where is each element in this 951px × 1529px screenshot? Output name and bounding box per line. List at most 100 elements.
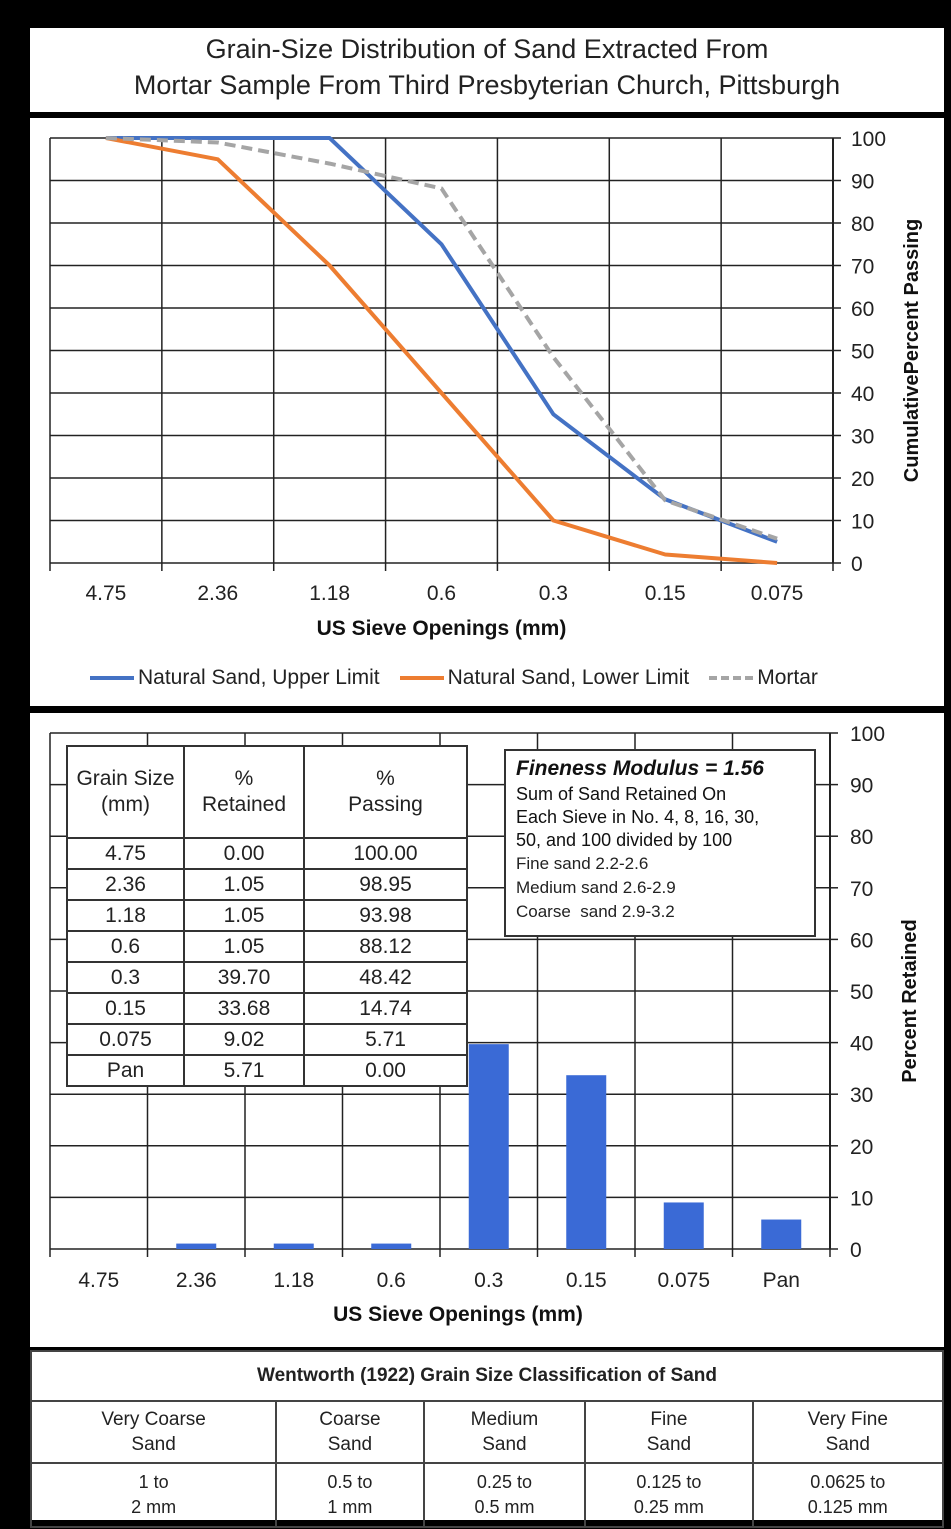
cell-retained: 1.05 (183, 899, 305, 932)
fineness-modulus-box: Fineness Modulus = 1.56 Sum of Sand Reta… (504, 749, 816, 937)
legend-swatch-mortar (709, 676, 754, 680)
table-row: 0.3 39.70 48.42 (66, 961, 468, 994)
line-legend: Natural Sand, Upper Limit Natural Sand, … (90, 666, 838, 690)
title-line-1: Grain-Size Distribution of Sand Extracte… (205, 34, 769, 64)
bar (273, 1243, 314, 1249)
y-tick-label: 70 (851, 256, 874, 279)
cell-retained: 0.00 (183, 837, 305, 870)
x-tick-label: 0.6 (427, 582, 456, 605)
table-row: 0.075 9.02 5.71 (66, 1023, 468, 1056)
fineness-heading: Fineness Modulus = 1.56 (516, 757, 764, 780)
y-tick-label: 60 (851, 298, 874, 321)
y-tick-label: 90 (851, 171, 874, 194)
x-tick-label: 0.15 (645, 582, 686, 605)
wentworth-classification: Wentworth (1922) Grain Size Classificati… (29, 1350, 945, 1528)
classification-table: Wentworth (1922) Grain Size Classificati… (29, 1350, 945, 1528)
cell-passing: 100.00 (303, 837, 468, 870)
y-axis-label: Percent Retained (899, 919, 921, 1082)
x-tick-label: 1.18 (273, 1269, 314, 1292)
bar (761, 1219, 802, 1249)
class-range-coarse: 0.5 to 1 mm (275, 1462, 425, 1528)
x-tick-label: 2.36 (197, 582, 238, 605)
y-tick-label: 30 (850, 1084, 873, 1107)
cell-size: 0.3 (66, 961, 185, 994)
y-tick-label: 20 (850, 1136, 873, 1159)
cell-size: 0.075 (66, 1023, 185, 1056)
legend-label-upper: Natural Sand, Upper Limit (138, 666, 380, 689)
class-name-medium: Medium Sand (422, 1400, 587, 1464)
y-tick-label: 50 (851, 341, 874, 364)
title-line-2: Mortar Sample From Third Presbyterian Ch… (133, 70, 841, 100)
cell-passing: 93.98 (303, 899, 468, 932)
y-tick-label: 0 (850, 1239, 862, 1262)
cell-passing: 14.74 (303, 992, 468, 1025)
legend-item-lower: Natural Sand, Lower Limit (399, 666, 690, 690)
y-tick-label: 20 (851, 468, 874, 491)
table-row: 1.18 1.05 93.98 (66, 899, 468, 932)
legend-item-mortar: Mortar (709, 666, 818, 690)
legend-item-upper: Natural Sand, Upper Limit (90, 666, 380, 690)
table-row: Pan 5.71 0.00 (66, 1054, 468, 1087)
x-axis-label: US Sieve Openings (mm) (333, 1303, 583, 1326)
legend-label-lower: Natural Sand, Lower Limit (447, 666, 690, 689)
y-tick-label: 80 (851, 213, 874, 236)
cell-passing: 48.42 (303, 961, 468, 994)
series-mortar (105, 136, 778, 541)
y-tick-label: 100 (851, 128, 886, 151)
cell-passing: 88.12 (303, 930, 468, 963)
fineness-medium: Medium sand 2.6-2.9 (516, 878, 676, 897)
y-tick-label: 70 (850, 878, 873, 901)
cell-size: 4.75 (66, 837, 185, 870)
bar (663, 1202, 704, 1249)
x-tick-label: 0.3 (474, 1269, 503, 1292)
y-tick-label: 50 (850, 981, 873, 1004)
y-tick-label: 40 (850, 1033, 873, 1056)
cell-passing: 5.71 (303, 1023, 468, 1056)
fineness-line-3: 50, and 100 divided by 100 (516, 830, 733, 850)
cell-passing: 0.00 (303, 1054, 468, 1087)
class-name-very-coarse: Very Coarse Sand (29, 1400, 278, 1464)
class-name-fine: Fine Sand (584, 1400, 754, 1464)
x-tick-label: Pan (763, 1269, 800, 1292)
y-tick-label: 40 (851, 383, 874, 406)
cell-size: Pan (66, 1054, 185, 1087)
table-row: 0.6 1.05 88.12 (66, 930, 468, 963)
y-tick-label: 10 (851, 511, 874, 534)
fineness-line-2: Each Sieve in No. 4, 8, 16, 30, (516, 807, 760, 827)
x-tick-label: 4.75 (85, 582, 126, 605)
sieve-data-table: Grain Size (mm) % Retained % Passing 4.75 0.… (66, 745, 468, 1087)
cumulative-passing-chart: 0 10 20 30 40 50 60 70 80 90 100 4.75 2.36 1.18 0.6 0.3… (30, 118, 944, 706)
fineness-line-1: Sum of Sand Retained On (516, 784, 727, 804)
percent-retained-chart: 0 10 20 30 40 50 60 70 80 90 100 4.75 2.36 1.18 0.6 0.3… (30, 713, 944, 1347)
bar (566, 1075, 607, 1249)
series-upper-limit (105, 136, 778, 544)
cell-retained: 39.70 (183, 961, 305, 994)
bar (371, 1243, 412, 1249)
table-row: 4.75 0.00 100.00 (66, 837, 468, 870)
class-range-very-coarse: 1 to 2 mm (29, 1462, 278, 1528)
y-tick-label: 10 (850, 1187, 873, 1210)
bar (468, 1044, 509, 1249)
class-name-coarse: Coarse Sand (275, 1400, 425, 1464)
y-tick-label: 60 (850, 929, 873, 952)
y-tick-label: 100 (850, 723, 885, 746)
header-grain-size: Grain Size (mm) (66, 745, 185, 839)
legend-swatch-lower (399, 676, 444, 680)
x-tick-label: 0.075 (751, 582, 804, 605)
bar (176, 1243, 217, 1249)
x-tick-label: 0.15 (566, 1269, 607, 1292)
x-tick-label: 4.75 (78, 1269, 119, 1292)
fineness-coarse: Coarse sand 2.9-3.2 (516, 902, 675, 921)
table-header-row: Grain Size (mm) % Retained % Passing (66, 745, 468, 839)
series-lower-limit (105, 136, 778, 565)
x-axis-label: US Sieve Openings (mm) (317, 617, 567, 640)
cell-size: 0.6 (66, 930, 185, 963)
class-range-fine: 0.125 to 0.25 mm (584, 1462, 754, 1528)
class-range-medium: 0.25 to 0.5 mm (422, 1462, 587, 1528)
cell-size: 0.15 (66, 992, 185, 1025)
class-range-very-fine: 0.0625 to 0.125 mm (751, 1462, 945, 1528)
cell-size: 1.18 (66, 899, 185, 932)
chart-title: Grain-Size Distribution of Sand Extracte… (30, 28, 944, 112)
cell-passing: 98.95 (303, 868, 468, 901)
